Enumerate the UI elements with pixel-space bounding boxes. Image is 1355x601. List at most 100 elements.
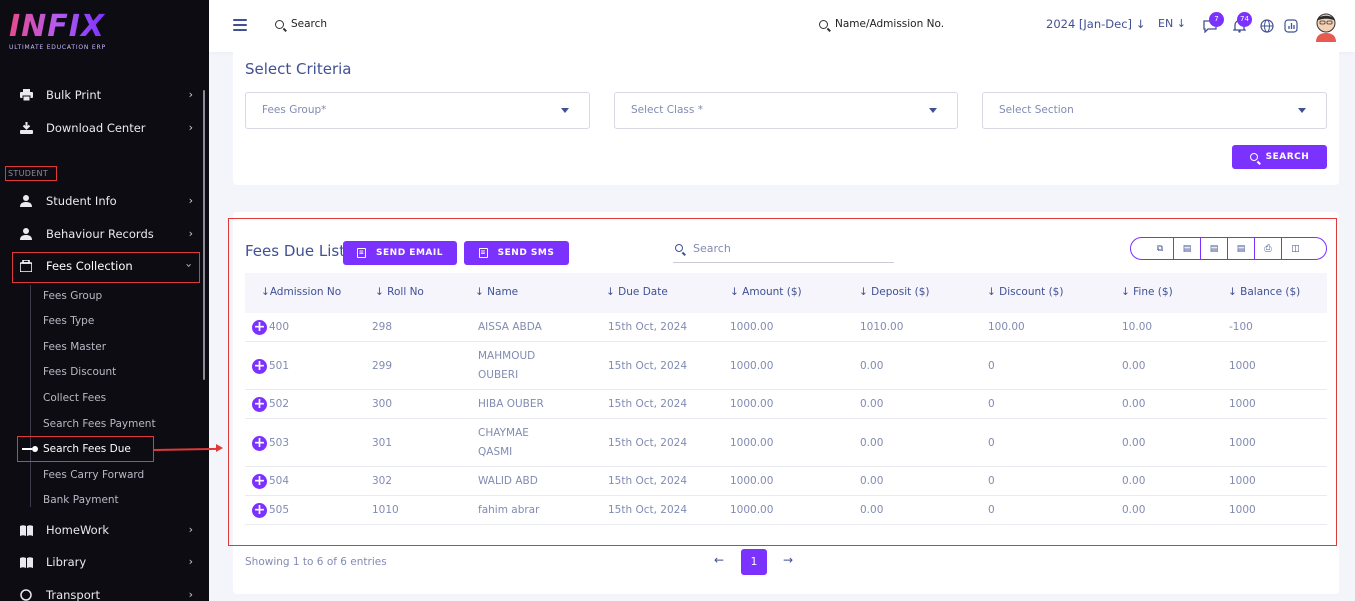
column-label: Fine ($) xyxy=(1133,286,1173,298)
cell-admission: 505 xyxy=(269,504,290,516)
header-search[interactable]: Search xyxy=(275,18,327,30)
cell-amount: 1000.00 xyxy=(730,321,774,333)
class-select[interactable]: Select Class * xyxy=(614,92,958,129)
column-header-fine[interactable]: ↓ Fine ($) xyxy=(1121,286,1173,298)
table-search-input[interactable]: Search xyxy=(673,234,894,263)
cell-fine: 0.00 xyxy=(1122,437,1146,449)
sidebar-item-fees-collection[interactable]: Fees Collection › xyxy=(19,256,199,276)
cell-due-date: 15th Oct, 2024 xyxy=(608,437,688,449)
previous-page-arrow-icon[interactable]: ← xyxy=(714,553,725,567)
select-criteria-title: Select Criteria xyxy=(245,60,352,78)
menu-toggle-icon[interactable] xyxy=(233,19,247,31)
page-button-current[interactable]: 1 xyxy=(741,549,767,575)
send-email-button[interactable]: ≡ SEND EMAIL xyxy=(343,241,457,265)
active-indicator-dash xyxy=(22,448,32,450)
expand-row-icon[interactable]: + xyxy=(252,435,267,451)
fees-group-select[interactable]: Fees Group* xyxy=(245,92,590,129)
cell-deposit: 0.00 xyxy=(860,475,884,487)
cell-amount: 1000.00 xyxy=(730,360,774,372)
search-button[interactable]: SEARCH xyxy=(1232,145,1327,169)
section-select[interactable]: Select Section xyxy=(982,92,1327,129)
sidebar-item-transport[interactable]: Transport › xyxy=(19,585,199,601)
cell-name: fahim abrar xyxy=(478,504,540,516)
column-label: Due Date xyxy=(618,286,668,298)
submenu-fees-master[interactable]: Fees Master xyxy=(43,341,107,353)
globe-icon[interactable] xyxy=(1260,19,1274,33)
caret-down-icon xyxy=(1298,108,1306,113)
csv-button[interactable]: ▤ xyxy=(1201,238,1228,259)
send-sms-button[interactable]: ≡ SEND SMS xyxy=(464,241,569,265)
submenu-fees-discount[interactable]: Fees Discount xyxy=(43,366,117,378)
sort-arrow-icon: ↓ xyxy=(1228,286,1237,298)
sort-arrow-icon: ↓ xyxy=(730,286,739,298)
sidebar: INFIX ULTIMATE EDUCATION ERP Bulk Print … xyxy=(0,0,209,601)
chevron-right-icon: › xyxy=(188,88,193,101)
cell-amount: 1000.00 xyxy=(730,398,774,410)
sidebar-item-student-info[interactable]: Student Info › xyxy=(19,191,199,211)
student-search[interactable]: Name/Admission No. xyxy=(819,18,944,30)
submenu-collect-fees[interactable]: Collect Fees xyxy=(43,392,107,404)
expand-row-icon[interactable]: + xyxy=(252,396,267,412)
column-header-amount[interactable]: ↓ Amount ($) xyxy=(730,286,802,298)
copy-button[interactable]: ⧉ xyxy=(1147,238,1174,259)
excel-button[interactable]: ▤ xyxy=(1174,238,1201,259)
chart-icon[interactable] xyxy=(1284,19,1298,33)
sort-arrow-icon: ↓ xyxy=(261,286,270,298)
column-label: Name xyxy=(487,286,519,298)
sort-arrow-icon: ↓ xyxy=(475,286,484,298)
expand-row-icon[interactable]: + xyxy=(252,502,267,518)
fees-collection-highlight xyxy=(12,252,200,283)
academic-year-select[interactable]: 2024 [Jan-Dec] ↓ xyxy=(1046,17,1145,31)
print-button[interactable]: ⎙ xyxy=(1255,238,1282,259)
sidebar-item-library[interactable]: Library › xyxy=(19,552,199,572)
table-header: ↓Admission No ↓ Roll No ↓ Name ↓ Due Dat… xyxy=(245,273,1327,313)
logo: INFIX ULTIMATE EDUCATION ERP xyxy=(9,12,106,52)
sidebar-item-behaviour-records[interactable]: Behaviour Records › xyxy=(19,224,199,244)
columns-button[interactable]: ◫ xyxy=(1282,238,1309,259)
submenu-fees-carry-forward[interactable]: Fees Carry Forward xyxy=(43,469,145,481)
column-header-name[interactable]: ↓ Name xyxy=(475,286,518,298)
sidebar-scrollbar[interactable] xyxy=(203,90,205,380)
cell-discount: 0 xyxy=(988,437,995,449)
cell-due-date: 15th Oct, 2024 xyxy=(608,398,688,410)
column-header-balance[interactable]: ↓ Balance ($) xyxy=(1228,286,1300,298)
sidebar-item-homework[interactable]: HomeWork › xyxy=(19,520,199,540)
fees-due-list-title: Fees Due List xyxy=(245,242,346,260)
user-icon xyxy=(19,194,33,208)
avatar[interactable] xyxy=(1314,10,1338,42)
column-header-deposit[interactable]: ↓ Deposit ($) xyxy=(859,286,930,298)
expand-row-icon[interactable]: + xyxy=(252,473,267,489)
next-page-arrow-icon[interactable]: → xyxy=(783,553,794,567)
arrow-down-icon: ↓ xyxy=(1176,17,1186,30)
column-header-discount[interactable]: ↓ Discount ($) xyxy=(987,286,1063,298)
column-header-admission-no[interactable]: ↓Admission No xyxy=(261,286,341,298)
csv-icon: ▤ xyxy=(1209,243,1219,254)
table-row: + 400 298 AISSA ABDA 15th Oct, 2024 1000… xyxy=(245,313,1327,342)
submenu-line xyxy=(30,285,31,507)
submenu-search-fees-payment[interactable]: Search Fees Payment xyxy=(43,418,156,430)
submenu-bank-payment[interactable]: Bank Payment xyxy=(43,494,119,506)
expand-row-icon[interactable]: + xyxy=(252,358,267,374)
expand-row-icon[interactable]: + xyxy=(252,319,267,335)
column-header-due-date[interactable]: ↓ Due Date xyxy=(606,286,668,298)
cell-discount: 100.00 xyxy=(988,321,1025,333)
cell-admission: 501 xyxy=(269,360,290,372)
submenu-search-fees-due[interactable]: Search Fees Due xyxy=(43,443,131,455)
submenu-fees-group[interactable]: Fees Group xyxy=(43,290,103,302)
language-select[interactable]: EN ↓ xyxy=(1158,17,1186,30)
section-label-student: STUDENT xyxy=(5,166,57,181)
cell-fine: 0.00 xyxy=(1122,504,1146,516)
cell-name: MAHMOUD xyxy=(478,350,536,362)
cell-admission: 400 xyxy=(269,321,290,333)
chevron-right-icon: › xyxy=(188,194,193,207)
sidebar-item-bulk-print[interactable]: Bulk Print › xyxy=(19,85,199,105)
sidebar-item-label: Behaviour Records xyxy=(46,227,154,241)
cell-admission: 502 xyxy=(269,398,290,410)
sort-arrow-icon: ↓ xyxy=(859,286,868,298)
cell-discount: 0 xyxy=(988,360,995,372)
pdf-button[interactable]: ▤ xyxy=(1228,238,1255,259)
column-header-roll-no[interactable]: ↓ Roll No xyxy=(375,286,424,298)
columns-icon: ◫ xyxy=(1291,243,1300,254)
submenu-fees-type[interactable]: Fees Type xyxy=(43,315,95,327)
sidebar-item-download-center[interactable]: Download Center › xyxy=(19,118,199,138)
